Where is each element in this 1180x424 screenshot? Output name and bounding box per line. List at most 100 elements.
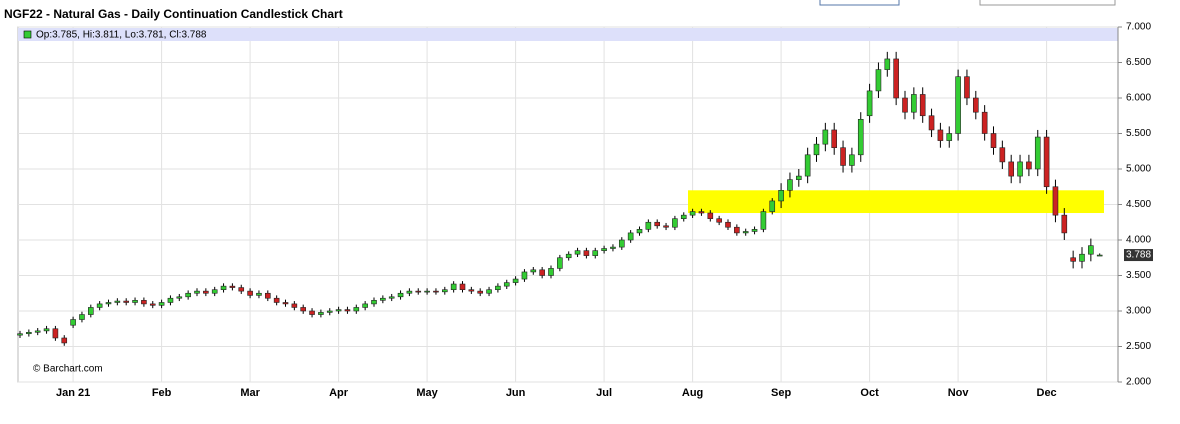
candle-body (43, 328, 50, 332)
candle-body (433, 290, 439, 293)
x-tick-label: Apr (329, 387, 349, 399)
candle-body (1043, 136, 1050, 188)
candle-body (176, 296, 183, 299)
candle-body (1052, 186, 1059, 216)
candle-body (592, 250, 599, 256)
candle-body (636, 229, 643, 234)
candle-body (689, 211, 696, 216)
candle-body (804, 154, 811, 177)
candle-body (105, 302, 112, 305)
candle-body (468, 289, 475, 292)
candle-body (530, 269, 537, 273)
candle-body (999, 147, 1006, 163)
candle-body (52, 328, 59, 339)
candle-body (1026, 161, 1032, 170)
candle-body (618, 239, 625, 248)
y-tick-label: 2.500 (1126, 341, 1151, 352)
candle-body (326, 310, 333, 313)
candle-body (158, 302, 165, 306)
candle-body (123, 300, 129, 303)
candle-body (610, 246, 616, 249)
candle-body (344, 309, 351, 312)
candle-body (441, 289, 448, 293)
candle-body (397, 292, 404, 298)
candle-body (1008, 161, 1015, 177)
y-tick-label: 4.500 (1126, 199, 1151, 210)
highlight-zone (688, 190, 1104, 214)
candle-body (813, 143, 820, 156)
toolbar-box[interactable] (819, 0, 900, 6)
candle-body (893, 58, 899, 99)
candle-body (194, 290, 200, 294)
candle-body (946, 133, 953, 141)
candle-body (884, 58, 891, 70)
candle-body (149, 303, 156, 306)
x-tick-label: Oct (860, 387, 879, 399)
x-tick-label: Nov (948, 387, 970, 399)
candle-body (680, 214, 687, 219)
toolbar-select[interactable] (979, 0, 1116, 6)
candle-body (247, 290, 253, 296)
candle-body (698, 211, 705, 214)
candle-body (17, 333, 23, 336)
candle-body (866, 90, 873, 117)
candle-body (875, 69, 882, 92)
candle-body (972, 97, 979, 113)
candle-body (663, 225, 669, 228)
candle-body (521, 271, 528, 280)
candle-body (141, 300, 147, 305)
candle-body (734, 226, 740, 234)
candle-body (229, 285, 236, 288)
chart-title: NGF22 - Natural Gas - Daily Continuation… (4, 7, 343, 21)
candle-body (840, 147, 846, 166)
candle-body (565, 253, 572, 259)
price-tag-label: 3.788 (1126, 250, 1151, 261)
legend-bar (18, 28, 1118, 41)
candle-body (415, 290, 422, 293)
legend-swatch (23, 30, 32, 39)
candle-body (601, 248, 607, 251)
candle-body (857, 119, 864, 156)
candle-body (450, 283, 457, 290)
x-tick-label: Mar (240, 387, 260, 399)
price-tag (1124, 249, 1153, 262)
y-tick-label: 7.000 (1126, 22, 1151, 33)
candle-body (309, 310, 315, 315)
candle-body (707, 212, 714, 220)
y-tick-label: 4.000 (1126, 235, 1151, 246)
candle-body (645, 221, 652, 230)
candle-body (539, 269, 545, 276)
candle-body (849, 154, 855, 166)
candle-body (557, 257, 563, 269)
x-tick-label: Aug (682, 387, 703, 399)
candle-body (486, 289, 492, 294)
candle-body (167, 297, 174, 303)
candle-body (716, 218, 722, 223)
candle-body (318, 312, 324, 315)
candle-body (256, 292, 262, 296)
candle-body (114, 300, 121, 303)
candle-body (672, 218, 678, 228)
candle-body (362, 303, 368, 308)
x-tick-label: Jul (596, 387, 612, 399)
legend-text: Op:3.785, Hi:3.811, Lo:3.781, Cl:3.788 (36, 30, 207, 41)
candle-body (1034, 136, 1041, 170)
candle-body (1079, 253, 1085, 262)
candle-body (264, 292, 271, 299)
x-tick-label: Dec (1037, 387, 1057, 399)
candle-body (371, 300, 377, 305)
y-tick-label: 6.000 (1126, 93, 1151, 104)
x-tick-label: Feb (152, 387, 172, 399)
candle-body (1070, 257, 1076, 262)
y-tick-label: 6.500 (1126, 57, 1151, 68)
y-tick-label: 3.000 (1126, 306, 1151, 317)
candle-body (477, 290, 484, 294)
candle-body (503, 282, 510, 287)
candle-body (990, 133, 997, 148)
candle-body (902, 97, 908, 113)
y-tick-label: 5.500 (1126, 128, 1151, 139)
candles (17, 51, 1103, 346)
x-tick-label: Jan 21 (56, 387, 90, 399)
candle-body (1061, 214, 1068, 234)
